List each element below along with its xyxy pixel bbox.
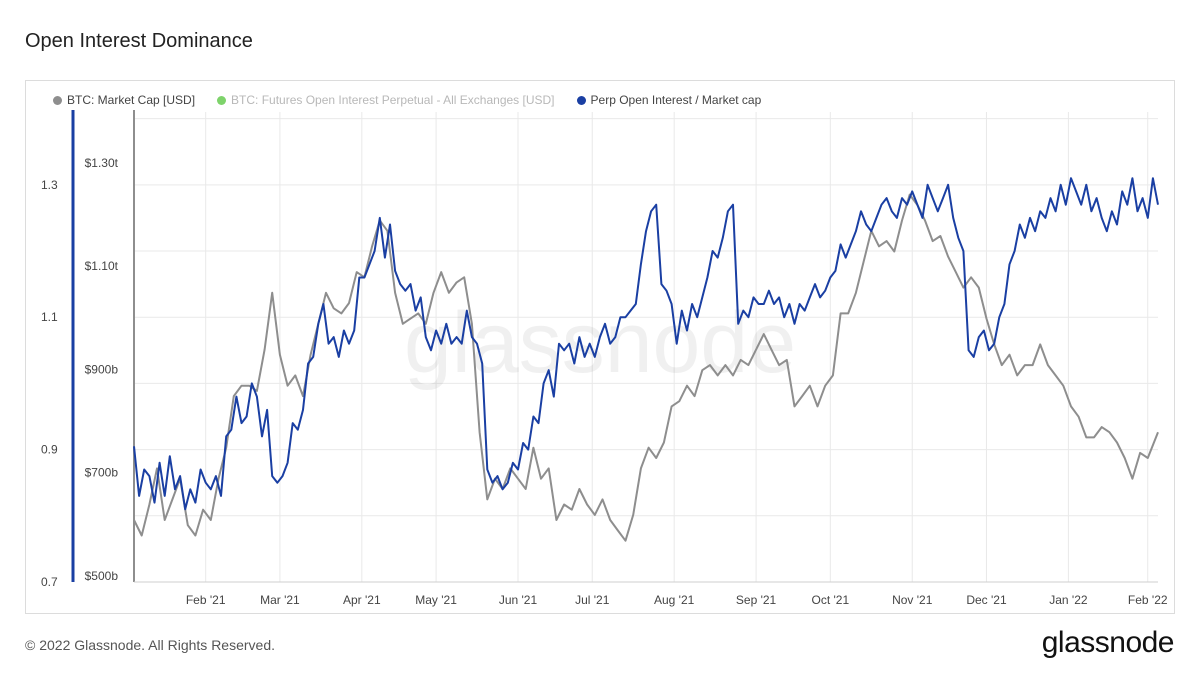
legend-dot-futures-oi: [217, 95, 227, 105]
right-axis-tick-label: $500b: [85, 569, 119, 583]
legend-label-market-cap: BTC: Market Cap [USD]: [67, 93, 196, 107]
x-axis-tick-label: Aug '21: [654, 593, 695, 607]
x-axis-tick-label: Jul '21: [575, 593, 610, 607]
legend-label-ratio: Perp Open Interest / Market cap: [590, 93, 762, 107]
x-axis-tick-label: Oct '21: [811, 593, 849, 607]
right-axis-tick-label: $1.10t: [85, 259, 119, 273]
left-axis-tick-label: 1.3: [41, 178, 58, 192]
page-title: Open Interest Dominance: [25, 30, 253, 52]
x-axis-tick-label: May '21: [415, 593, 457, 607]
x-axis-tick-label: Jan '22: [1049, 593, 1088, 607]
x-axis-tick-label: Jun '21: [499, 593, 538, 607]
x-axis-tick-label: Apr '21: [343, 593, 381, 607]
series-line-market-cap: [133, 193, 1159, 542]
x-axis-tick-label: Mar '21: [260, 593, 300, 607]
legend-item-ratio[interactable]: Perp Open Interest / Market cap: [576, 93, 762, 107]
legend-item-futures-oi[interactable]: BTC: Futures Open Interest Perpetual - A…: [217, 93, 555, 107]
glassnode-logo[interactable]: glassnode: [1041, 626, 1175, 659]
left-axis-tick-label: 0.9: [41, 443, 58, 457]
right-axis-tick-label: $1.30t: [85, 156, 119, 170]
x-axis-tick-label: Sep '21: [736, 593, 777, 607]
x-axis-tick-label: Nov '21: [892, 593, 933, 607]
right-axis-tick-label: $700b: [85, 466, 119, 480]
left-axis-tick-label: 0.7: [41, 575, 58, 589]
legend-dot-market-cap: [53, 95, 62, 105]
left-axis-tick-label: 1.1: [41, 310, 58, 324]
copyright-footer: © 2022 Glassnode. All Rights Reserved.: [25, 637, 276, 653]
legend-label-futures-oi: BTC: Futures Open Interest Perpetual - A…: [231, 93, 555, 107]
x-axis-tick-label: Feb '22: [1128, 593, 1168, 607]
chart-legend: BTC: Market Cap [USD] BTC: Futures Open …: [53, 91, 783, 109]
legend-dot-ratio: [576, 95, 586, 105]
right-axis-tick-label: $900b: [85, 362, 119, 376]
chart-frame: [25, 80, 1175, 614]
x-axis-tick-label: Dec '21: [966, 593, 1007, 607]
series-line-perp-oi-ratio: [133, 177, 1159, 511]
x-axis-tick-label: Feb '21: [186, 593, 226, 607]
legend-item-market-cap[interactable]: BTC: Market Cap [USD]: [53, 93, 195, 107]
